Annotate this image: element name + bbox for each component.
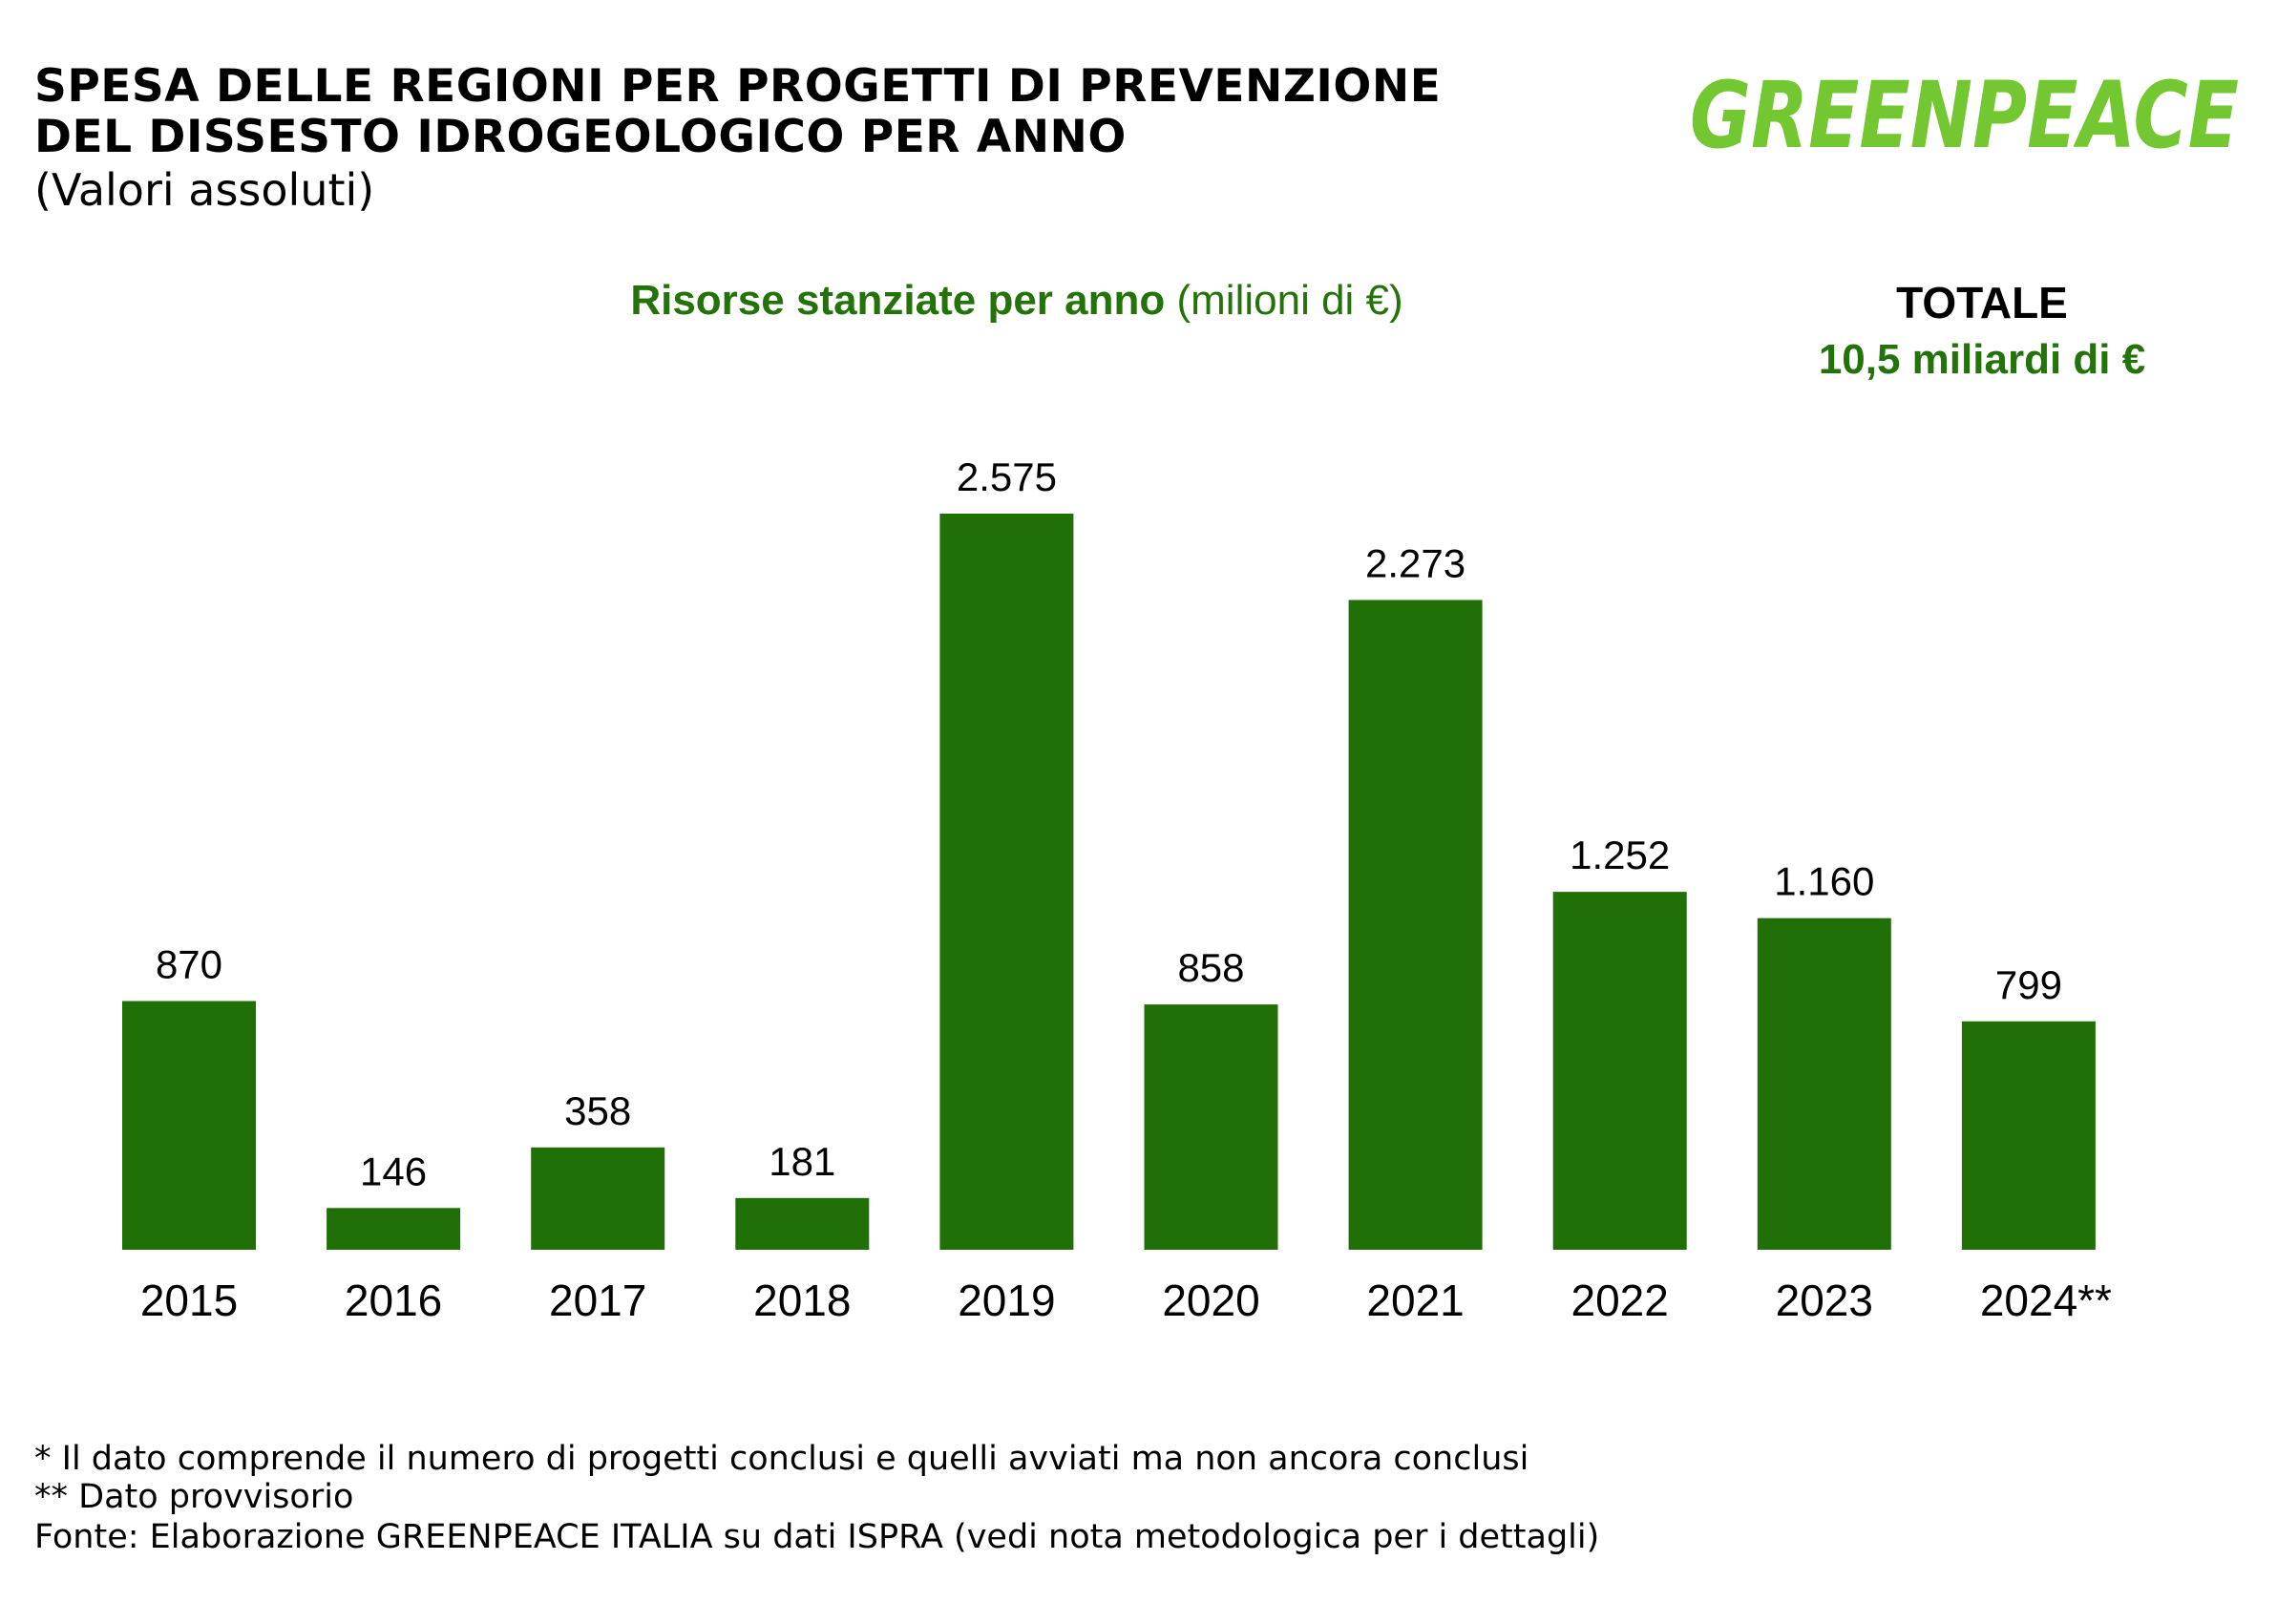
bar-2023	[1757, 917, 1891, 1250]
x-tick-label: 2022	[1571, 1276, 1669, 1325]
x-tick-label: 2023	[1776, 1276, 1873, 1325]
bar-2016	[327, 1208, 461, 1250]
bar-2024	[1961, 1021, 2096, 1250]
title-line-1: SPESA DELLE REGIONI PER PROGETTI DI PREV…	[34, 60, 1442, 113]
value-label: 1.160	[1774, 859, 1874, 904]
value-label: 146	[360, 1149, 427, 1193]
value-label: 858	[1177, 945, 1244, 990]
page-subtitle: (Valori assoluti)	[34, 164, 375, 216]
bar-2017	[531, 1147, 665, 1250]
x-tick-label: 2018	[753, 1276, 851, 1325]
x-tick-label: 2019	[958, 1276, 1055, 1325]
total-label: TOTALE	[1896, 278, 2068, 327]
page-title: SPESA DELLE REGIONI PER PROGETTI DI PREV…	[34, 61, 1441, 162]
footnote-source: Fonte: Elaborazione GREENPEACE ITALIA su…	[34, 1518, 1600, 1556]
chart-title-bold: Risorse stanziate per anno	[630, 277, 1166, 324]
bar-2022	[1552, 892, 1687, 1250]
bar-2020	[1144, 1004, 1278, 1250]
x-tick-label: 2020	[1162, 1276, 1259, 1325]
total-value: 10,5 miliardi di €	[1818, 336, 2146, 383]
bar-2015	[122, 1001, 256, 1250]
x-tick-label: 2015	[140, 1276, 238, 1325]
x-tick-label: 2021	[1366, 1276, 1464, 1325]
bar-chart: 870 2015 146 2016 358 2017 181 2018 2.575 2019 858…	[122, 454, 2112, 1325]
chart-title-unit: (milioni di €)	[1176, 277, 1403, 324]
title-line-2: DEL DISSESTO IDROGEOLOGICO PER ANNO	[34, 111, 1127, 163]
x-tick-label: 2024**	[1980, 1276, 2112, 1325]
value-label: 1.252	[1570, 833, 1670, 877]
value-label: 358	[564, 1088, 631, 1133]
value-label: 799	[1995, 962, 2062, 1007]
chart-title: Risorse stanziate per anno (milioni di €…	[0, 277, 2034, 325]
bar-2021	[1348, 600, 1483, 1250]
value-label: 2.273	[1365, 540, 1465, 585]
bar-2019	[939, 514, 1074, 1250]
footnote-1: * Il dato comprende il numero di progett…	[34, 1440, 1529, 1478]
value-label: 870	[156, 942, 222, 987]
bar-2018	[735, 1197, 870, 1250]
footnote-2: ** Dato provvisorio	[34, 1478, 354, 1516]
value-label: 181	[769, 1139, 835, 1184]
x-tick-label: 2016	[345, 1276, 442, 1325]
x-tick-label: 2017	[549, 1276, 646, 1325]
greenpeace-logo: GREENPEACE	[1690, 62, 2239, 164]
value-label: 2.575	[957, 454, 1057, 499]
logo-text: GREENPEACE	[1690, 62, 2239, 164]
